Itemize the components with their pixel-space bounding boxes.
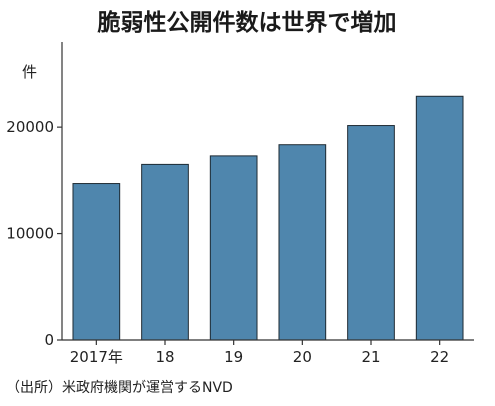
x-tick-label: 22	[430, 348, 449, 366]
y-axis-ticks: 0 10000 20000	[6, 118, 62, 349]
bar-2	[209, 155, 258, 341]
y-axis-unit-label: 件	[22, 63, 37, 81]
bar-0	[72, 183, 121, 341]
source-note: （出所）米政府機関が運営するNVD	[6, 380, 233, 396]
x-tick-label: 20	[293, 348, 312, 366]
x-axis-ticks: 2017年 18 19 20 21 22	[70, 340, 449, 366]
bar-4	[347, 125, 395, 341]
x-tick-label: 19	[224, 348, 243, 366]
chart-title: 脆弱性公開件数は世界で増加	[97, 9, 397, 36]
bar-3	[278, 144, 327, 341]
y-tick-label: 0	[44, 331, 54, 349]
y-tick-label: 20000	[6, 118, 54, 136]
y-tick-label: 10000	[6, 225, 54, 243]
bar-1	[141, 163, 189, 341]
x-tick-label: 18	[155, 348, 174, 366]
bar-5	[415, 95, 464, 341]
bars	[72, 95, 464, 341]
x-tick-label: 21	[361, 348, 380, 366]
x-tick-label: 2017年	[70, 348, 123, 366]
